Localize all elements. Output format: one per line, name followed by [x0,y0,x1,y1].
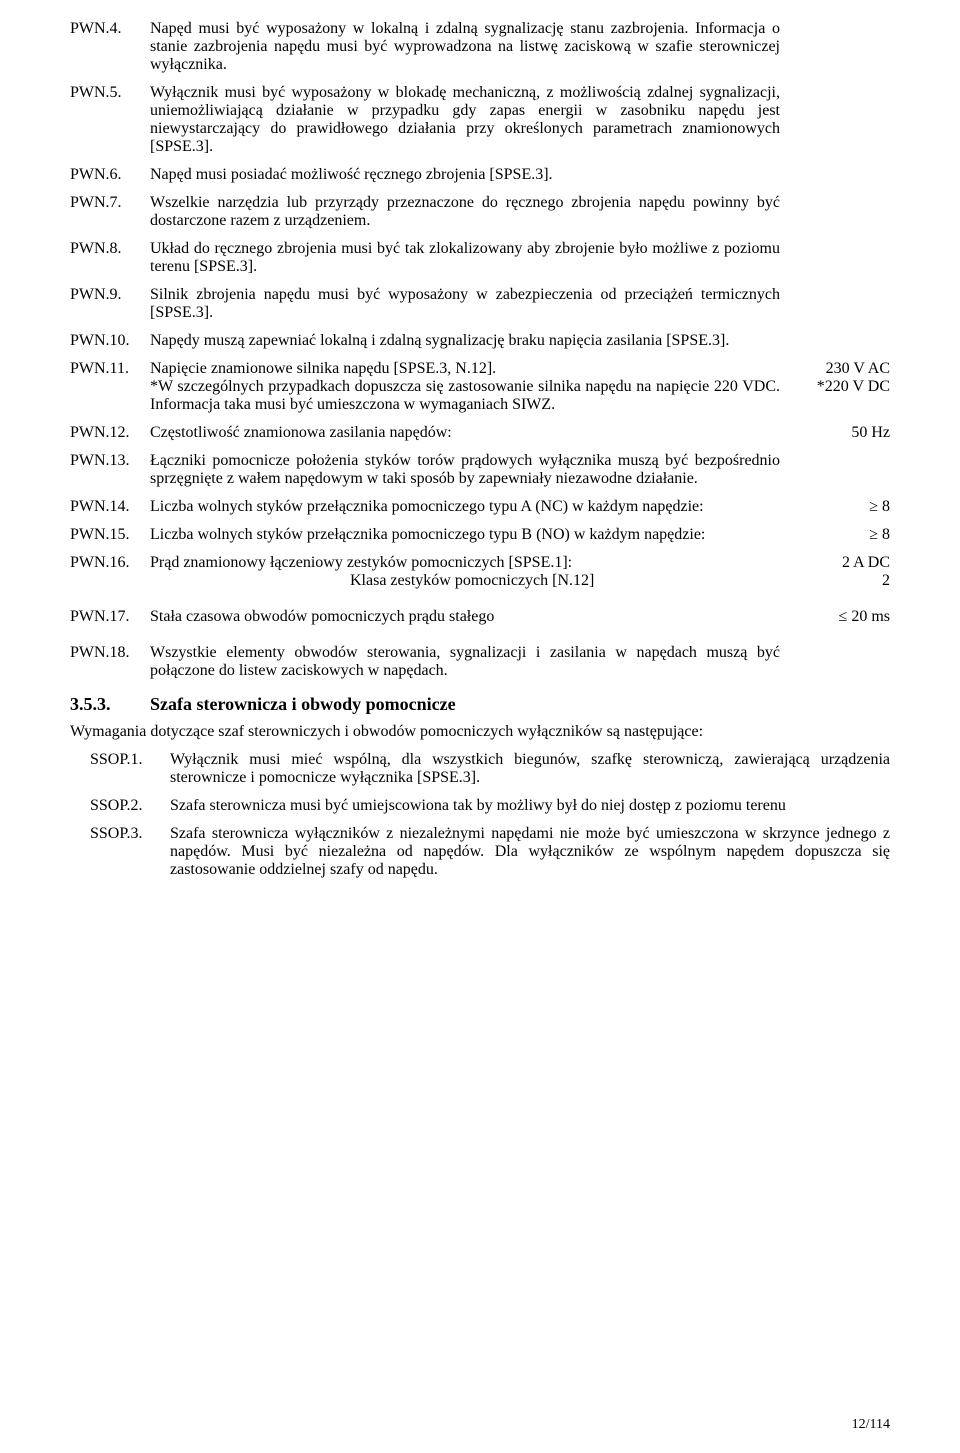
req-text: Wyłącznik musi być wyposażony w blokadę … [150,84,780,156]
section-title: Szafa sterownicza i obwody pomocnicze [150,694,456,715]
req-value: ≥ 8 [780,526,890,544]
requirement-row: PWN.16. Prąd znamionowy łączeniowy zesty… [70,554,890,590]
req-text: Napęd musi być wyposażony w lokalną i zd… [150,20,780,74]
req-id: PWN.13. [70,452,150,470]
requirement-row: PWN.5. Wyłącznik musi być wyposażony w b… [70,84,890,156]
document-page: PWN.4. Napęd musi być wyposażony w lokal… [0,0,960,1453]
requirement-row: PWN.17. Stała czasowa obwodów pomocniczy… [70,608,890,626]
req-id: PWN.11. [70,360,150,378]
req-text: Szafa sterownicza wyłączników z niezależ… [170,825,890,879]
req-text: Napęd musi posiadać możliwość ręcznego z… [150,166,780,184]
requirement-row: PWN.9. Silnik zbrojenia napędu musi być … [70,286,890,322]
requirement-row: SSOP.2. Szafa sterownicza musi być umiej… [90,797,890,815]
req-text: Napędy muszą zapewniać lokalną i zdalną … [150,332,780,350]
req-text-main: Prąd znamionowy łączeniowy zestyków pomo… [150,554,572,571]
req-id: PWN.7. [70,194,150,212]
req-text-sub: Klasa zestyków pomocniczych [N.12] [350,572,780,590]
req-id: PWN.18. [70,644,150,662]
req-value: 50 Hz [780,424,890,442]
requirement-row: PWN.6. Napęd musi posiadać możliwość ręc… [70,166,890,184]
req-value: 2 A DC 2 [780,554,890,590]
req-id: PWN.16. [70,554,150,572]
req-text: Silnik zbrojenia napędu musi być wyposaż… [150,286,780,322]
requirement-row: PWN.14. Liczba wolnych styków przełączni… [70,498,890,516]
requirement-row: SSOP.1. Wyłącznik musi mieć wspólną, dla… [90,751,890,787]
req-text: Wyłącznik musi mieć wspólną, dla wszystk… [170,751,890,787]
requirement-row: PWN.7. Wszelkie narzędzia lub przyrządy … [70,194,890,230]
req-text: Liczba wolnych styków przełącznika pomoc… [150,526,780,544]
req-id: PWN.8. [70,240,150,258]
requirement-row: PWN.8. Układ do ręcznego zbrojenia musi … [70,240,890,276]
req-id: PWN.17. [70,608,150,626]
req-id: SSOP.1. [90,751,170,769]
requirement-row: SSOP.3. Szafa sterownicza wyłączników z … [90,825,890,879]
req-id: SSOP.2. [90,797,170,815]
req-id: PWN.9. [70,286,150,304]
req-id: PWN.12. [70,424,150,442]
requirement-row: PWN.18. Wszystkie elementy obwodów stero… [70,644,890,680]
section-intro: Wymagania dotyczące szaf sterowniczych i… [70,723,890,741]
req-text: Prąd znamionowy łączeniowy zestyków pomo… [150,554,780,590]
req-value: ≤ 20 ms [780,608,890,626]
req-value: ≥ 8 [780,498,890,516]
req-id: PWN.6. [70,166,150,184]
req-text: Wszelkie narzędzia lub przyrządy przezna… [150,194,780,230]
req-text: Układ do ręcznego zbrojenia musi być tak… [150,240,780,276]
req-id: PWN.10. [70,332,150,350]
req-text: Stała czasowa obwodów pomocniczych prądu… [150,608,780,626]
requirement-row: PWN.11. Napięcie znamionowe silnika napę… [70,360,890,414]
req-text: Wszystkie elementy obwodów sterowania, s… [150,644,780,680]
req-text: Częstotliwość znamionowa zasilania napęd… [150,424,780,442]
req-id: PWN.5. [70,84,150,102]
req-id: PWN.15. [70,526,150,544]
requirement-row: PWN.15. Liczba wolnych styków przełączni… [70,526,890,544]
page-number: 12/114 [852,1417,890,1433]
req-text: Napięcie znamionowe silnika napędu [SPSE… [150,360,780,414]
req-text: Liczba wolnych styków przełącznika pomoc… [150,498,780,516]
req-id: PWN.14. [70,498,150,516]
requirement-row: PWN.4. Napęd musi być wyposażony w lokal… [70,20,890,74]
req-id: PWN.4. [70,20,150,38]
req-text: Łączniki pomocnicze położenia styków tor… [150,452,780,488]
section-number: 3.5.3. [70,694,150,715]
req-id: SSOP.3. [90,825,170,843]
req-value: 230 V AC *220 V DC [780,360,890,396]
requirement-row: PWN.12. Częstotliwość znamionowa zasilan… [70,424,890,442]
req-text: Szafa sterownicza musi być umiejscowiona… [170,797,890,815]
section-heading: 3.5.3. Szafa sterownicza i obwody pomocn… [70,694,890,715]
requirement-row: PWN.10. Napędy muszą zapewniać lokalną i… [70,332,890,350]
requirement-row: PWN.13. Łączniki pomocnicze położenia st… [70,452,890,488]
